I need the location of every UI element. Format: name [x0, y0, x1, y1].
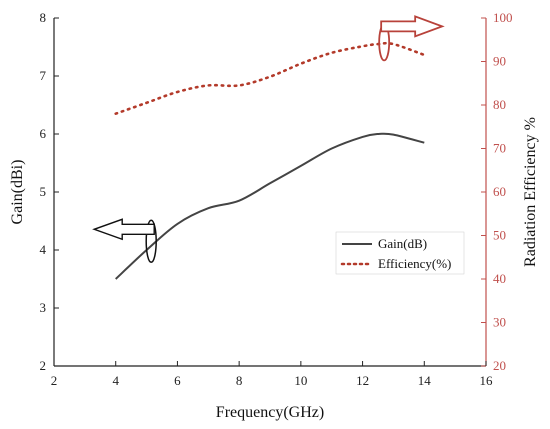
series-line-efficiency [114, 41, 426, 115]
x-axis-ticks: 2 4 6 8 10 12 14 16 [51, 361, 493, 388]
left-tick-label: 3 [40, 300, 47, 315]
legend-label-efficiency: Efficiency(%) [378, 256, 451, 271]
x-tick-label: 12 [356, 373, 369, 388]
series-line-gain [115, 132, 425, 280]
right-axis-ticks: 20 30 40 50 60 70 80 90 100 [481, 10, 513, 373]
gain-axis-arrow [92, 218, 155, 241]
plot-frame [53, 18, 487, 367]
right-axis-title: Radiation Efficiency % [522, 117, 539, 267]
right-tick-label: 30 [493, 315, 506, 330]
right-tick-label: 100 [493, 10, 513, 25]
right-tick-label: 80 [493, 97, 506, 112]
right-tick-label: 20 [493, 358, 506, 373]
x-tick-label: 8 [236, 373, 243, 388]
x-axis-title: Frequency(GHz) [216, 404, 324, 421]
left-tick-label: 5 [40, 184, 47, 199]
right-tick-label: 90 [493, 54, 506, 69]
legend: Gain(dB) Efficiency(%) [335, 231, 465, 275]
x-tick-label: 2 [51, 373, 58, 388]
x-tick-label: 4 [112, 373, 119, 388]
left-tick-label: 2 [40, 358, 47, 373]
legend-label-gain: Gain(dB) [378, 236, 427, 251]
annotation-layer [92, 15, 445, 264]
left-axis-ticks: 2 3 4 5 6 7 8 [40, 10, 59, 373]
efficiency-axis-arrow [380, 15, 445, 38]
x-tick-label: 6 [174, 373, 181, 388]
x-tick-label: 10 [294, 373, 307, 388]
gain-ellipse-marker [145, 219, 157, 264]
right-tick-label: 40 [493, 271, 506, 286]
left-axis-title: Gain(dBi) [9, 160, 26, 225]
right-tick-label: 60 [493, 184, 506, 199]
x-tick-label: 16 [480, 373, 494, 388]
x-tick-label: 14 [418, 373, 432, 388]
left-tick-label: 6 [40, 126, 47, 141]
legend-box [335, 231, 465, 275]
right-tick-label: 50 [493, 228, 506, 243]
left-tick-label: 7 [40, 68, 47, 83]
left-tick-label: 8 [40, 10, 47, 25]
right-tick-label: 70 [493, 141, 506, 156]
left-tick-label: 4 [40, 242, 47, 257]
